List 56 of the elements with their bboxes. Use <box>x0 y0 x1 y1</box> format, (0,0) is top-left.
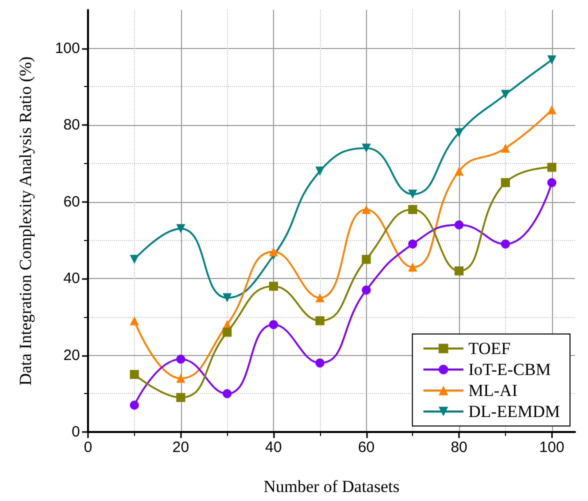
point <box>315 358 324 368</box>
point <box>176 374 186 383</box>
point <box>362 286 371 295</box>
point <box>130 400 139 410</box>
point <box>130 370 139 379</box>
point <box>269 320 278 330</box>
point <box>454 220 464 230</box>
point <box>500 90 510 99</box>
point <box>408 204 418 214</box>
point <box>408 240 418 249</box>
point <box>500 240 510 249</box>
legend-label: IoT-E-CBM <box>468 360 551 379</box>
point <box>408 262 418 272</box>
point <box>547 178 556 188</box>
point <box>315 166 324 176</box>
point <box>454 166 464 176</box>
point <box>547 162 556 172</box>
point <box>500 144 510 153</box>
point <box>454 128 464 138</box>
y-tick-label: 20 <box>63 346 80 364</box>
y-tick-label: 0 <box>72 424 80 440</box>
point <box>362 204 371 214</box>
x-tick-label: 100 <box>539 439 564 456</box>
x-tick-label: 20 <box>172 439 190 456</box>
point <box>176 392 186 402</box>
point <box>130 254 139 264</box>
point <box>362 144 371 153</box>
y-tick-label: 60 <box>63 193 80 210</box>
point <box>315 293 324 302</box>
y-axis-title: Data Integration Complexity Analysis Ratio (%) <box>16 56 35 386</box>
point <box>269 247 278 256</box>
point <box>269 282 278 291</box>
y-tick-label: 100 <box>54 40 80 57</box>
point <box>362 254 371 264</box>
point <box>547 55 556 64</box>
x-tick-label: 80 <box>450 439 468 456</box>
point <box>500 178 510 188</box>
point <box>222 328 232 337</box>
point <box>547 105 556 114</box>
point <box>408 190 418 199</box>
point <box>176 354 186 364</box>
y-tick-label: 80 <box>63 116 80 134</box>
point <box>222 293 232 302</box>
x-tick-label: 0 <box>84 439 92 456</box>
legend-label: ML-AI <box>468 381 518 400</box>
point <box>315 316 324 326</box>
point <box>130 316 139 326</box>
legend-label: TOEF <box>468 339 511 358</box>
legend-label: DL-EEMDM <box>468 402 560 421</box>
point <box>176 224 186 234</box>
x-axis-title: Number of Datasets <box>264 477 400 496</box>
point <box>222 389 232 398</box>
x-tick-label: 40 <box>265 439 282 456</box>
point <box>454 266 464 276</box>
x-tick-label: 60 <box>358 439 375 456</box>
y-tick-label: 40 <box>63 270 80 288</box>
